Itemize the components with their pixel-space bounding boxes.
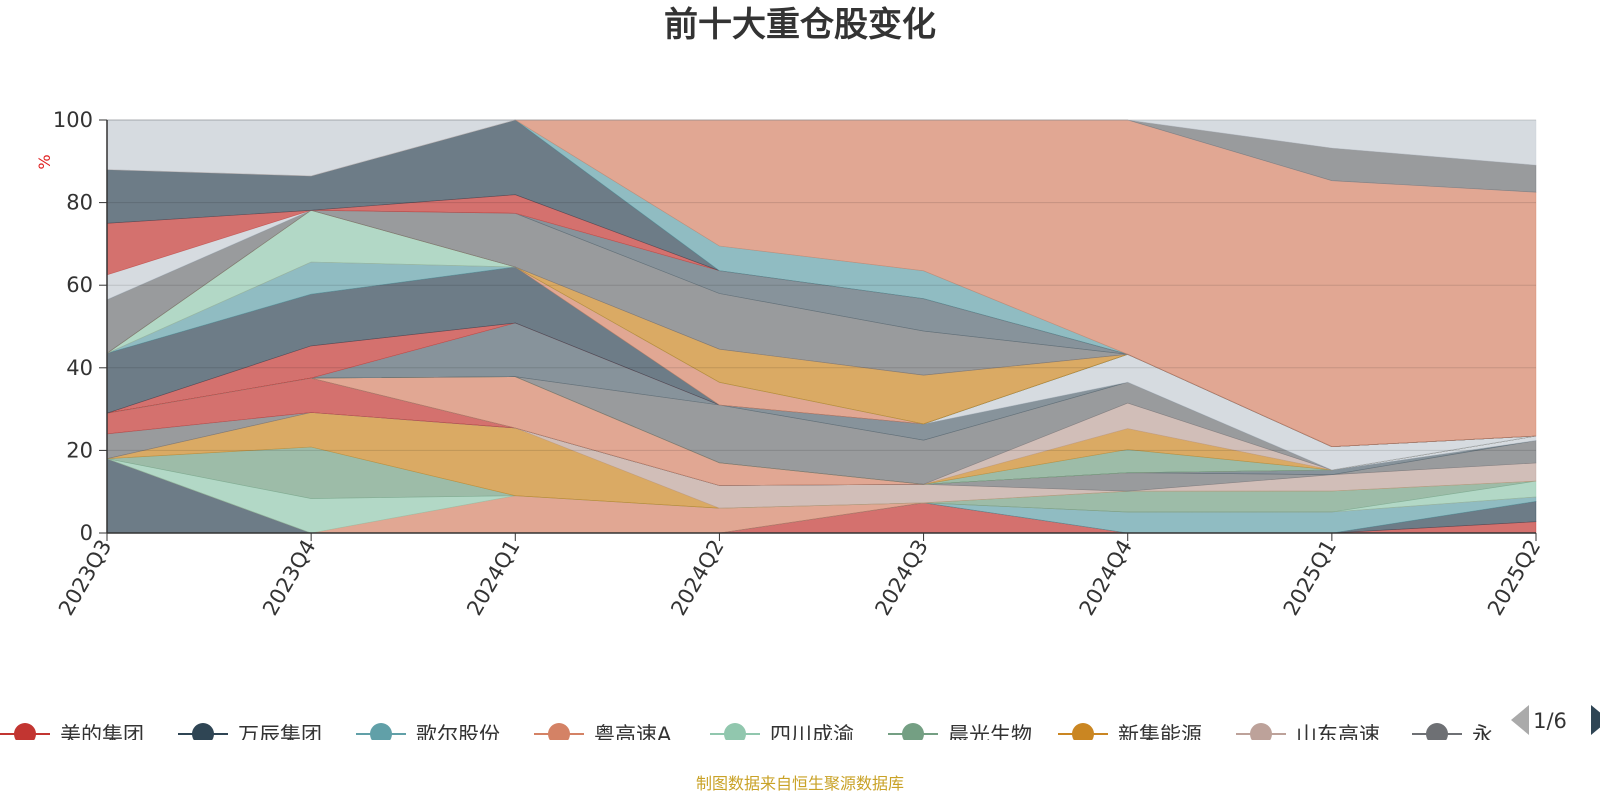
legend-marker-icon xyxy=(1072,723,1094,740)
legend-item[interactable]: 粤高速A xyxy=(534,723,672,747)
y-tick-label: 0 xyxy=(80,521,93,545)
legend-marker-icon xyxy=(1426,723,1448,740)
legend-item[interactable]: 美的集团 xyxy=(0,723,144,747)
legend[interactable]: 美的集团 万辰集团 歌尔股份 粤高速A 四川成渝 晨光生物 新集能源 山东高速 永 xyxy=(0,723,1493,747)
legend-item[interactable]: 万辰集团 xyxy=(178,723,322,747)
legend-marker-icon xyxy=(192,723,214,740)
y-tick-label: 40 xyxy=(66,356,93,380)
legend-marker-icon xyxy=(548,723,570,740)
legend-label: 晨光生物 xyxy=(948,723,1032,747)
legend-marker-icon xyxy=(1250,723,1272,740)
legend-label: 四川成渝 xyxy=(770,723,854,747)
legend-marker-icon xyxy=(724,723,746,740)
legend-item[interactable]: 山东高速 xyxy=(1236,723,1380,747)
y-tick-label: 60 xyxy=(66,273,93,297)
legend-item[interactable]: 歌尔股份 xyxy=(356,723,500,747)
legend-prev-page-button[interactable] xyxy=(1511,705,1529,735)
y-tick-label: 100 xyxy=(53,108,93,132)
x-tick-label: 2024Q1 xyxy=(462,536,524,620)
gridlines xyxy=(107,119,1536,451)
legend-marker-icon xyxy=(370,723,392,740)
legend-label: 新集能源 xyxy=(1118,723,1202,747)
plot-areas xyxy=(106,119,1537,534)
legend-label: 歌尔股份 xyxy=(416,723,500,747)
y-tick-label: 80 xyxy=(66,191,93,215)
legend-item[interactable]: 晨光生物 xyxy=(888,723,1032,747)
y-axis-unit-label: % xyxy=(35,154,54,169)
x-tick-label: 2023Q3 xyxy=(54,536,116,620)
legend-pager: 1/6 xyxy=(1511,705,1600,735)
y-tick-label: 20 xyxy=(66,438,93,462)
legend-item[interactable]: 新集能源 xyxy=(1058,723,1202,747)
legend-marker-icon xyxy=(14,723,36,740)
x-tick-label: 2023Q4 xyxy=(258,536,320,620)
legend-item[interactable]: 四川成渝 xyxy=(710,723,854,747)
x-tick-label: 2025Q2 xyxy=(1483,536,1545,620)
x-tick-label: 2024Q4 xyxy=(1075,536,1137,620)
series-area-39 xyxy=(107,119,1537,166)
legend-page-indicator: 1/6 xyxy=(1533,709,1567,733)
data-source-note: 制图数据来自恒生聚源数据库 xyxy=(696,774,904,793)
legend-next-page-button[interactable] xyxy=(1591,705,1600,735)
legend-label: 美的集团 xyxy=(60,723,144,747)
x-tick-label: 2024Q2 xyxy=(666,536,728,620)
x-tick-label: 2024Q3 xyxy=(870,536,932,620)
legend-label: 永 xyxy=(1472,723,1493,747)
legend-label: 粤高速A xyxy=(594,723,672,747)
legend-marker-icon xyxy=(902,723,924,740)
x-tick-label: 2025Q1 xyxy=(1279,536,1341,620)
legend-item[interactable]: 永 xyxy=(1412,723,1493,747)
legend-label: 山东高速 xyxy=(1296,723,1380,747)
legend-label: 万辰集团 xyxy=(238,723,322,747)
chart-title: 前十大重仓股变化 xyxy=(664,5,936,45)
